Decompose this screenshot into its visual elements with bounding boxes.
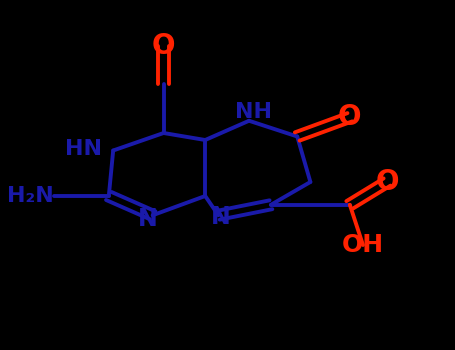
Text: OH: OH xyxy=(342,233,384,257)
Text: H₂N: H₂N xyxy=(7,186,54,206)
Text: NH: NH xyxy=(235,102,272,122)
Text: O: O xyxy=(152,32,175,60)
Text: O: O xyxy=(375,168,399,196)
Text: O: O xyxy=(338,103,362,131)
Text: N: N xyxy=(138,207,158,231)
Text: N: N xyxy=(211,205,230,229)
Text: HN: HN xyxy=(65,139,102,159)
